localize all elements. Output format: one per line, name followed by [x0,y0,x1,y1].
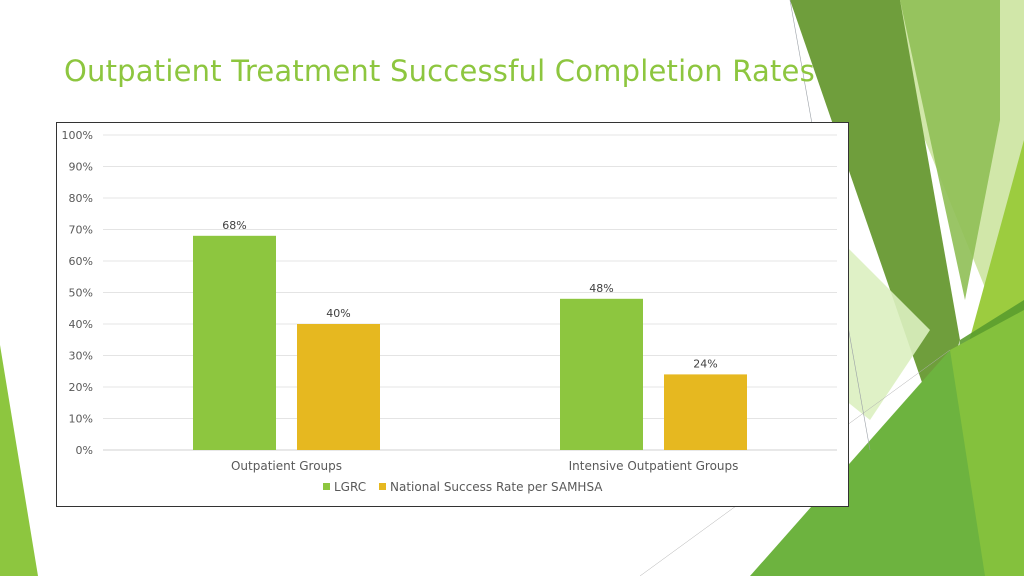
bar-lgrc-1 [193,235,276,450]
y-tick-label: 10% [69,413,93,426]
y-tick-label: 50% [69,287,93,300]
y-tick-label: 0% [76,444,93,457]
y-tick-label: 70% [69,224,93,237]
bottom-facet-main [750,350,1000,576]
x-axis-categories: Outpatient Groups Intensive Outpatient Gr… [231,459,738,473]
y-tick-label: 40% [69,318,93,331]
data-label: 68% [222,219,246,232]
chart-frame: 0% 10% 20% 30% 40% 50% 60% 70% 80% 90% 100% 68% 40%… [56,122,849,507]
data-label: 48% [589,282,613,295]
y-tick-label: 90% [69,161,93,174]
bar-lgrc-2 [560,298,643,450]
y-tick-label: 60% [69,255,93,268]
bar-national-1 [297,324,380,450]
y-tick-label: 80% [69,192,93,205]
y-axis-ticks: 0% 10% 20% 30% 40% 50% 60% 70% 80% 90% 100% [62,129,93,457]
legend-entry: LGRC [334,480,366,494]
y-tick-label: 30% [69,350,93,363]
category-label: Outpatient Groups [231,459,342,473]
left-green-sliver [0,345,38,576]
data-label: 24% [693,357,717,370]
right-facet-olive [790,0,960,420]
category-label: Intensive Outpatient Groups [569,459,739,473]
bottom-facet-right [950,310,1024,576]
legend-swatch [379,483,386,490]
legend-entry: National Success Rate per SAMHSA [390,480,603,494]
data-labels: 68% 40% 48% 24% [222,219,717,371]
bars [193,235,747,450]
right-facet-mid [900,0,1000,300]
bar-national-2 [664,374,747,450]
y-tick-label: 100% [62,129,93,142]
legend-swatch [323,483,330,490]
y-tick-label: 20% [69,381,93,394]
bar-chart: 0% 10% 20% 30% 40% 50% 60% 70% 80% 90% 100% 68% 40%… [62,129,837,494]
slide-title: Outpatient Treatment Successful Completi… [64,54,815,88]
legend: LGRC National Success Rate per SAMHSA [323,480,603,494]
data-label: 40% [326,307,350,320]
